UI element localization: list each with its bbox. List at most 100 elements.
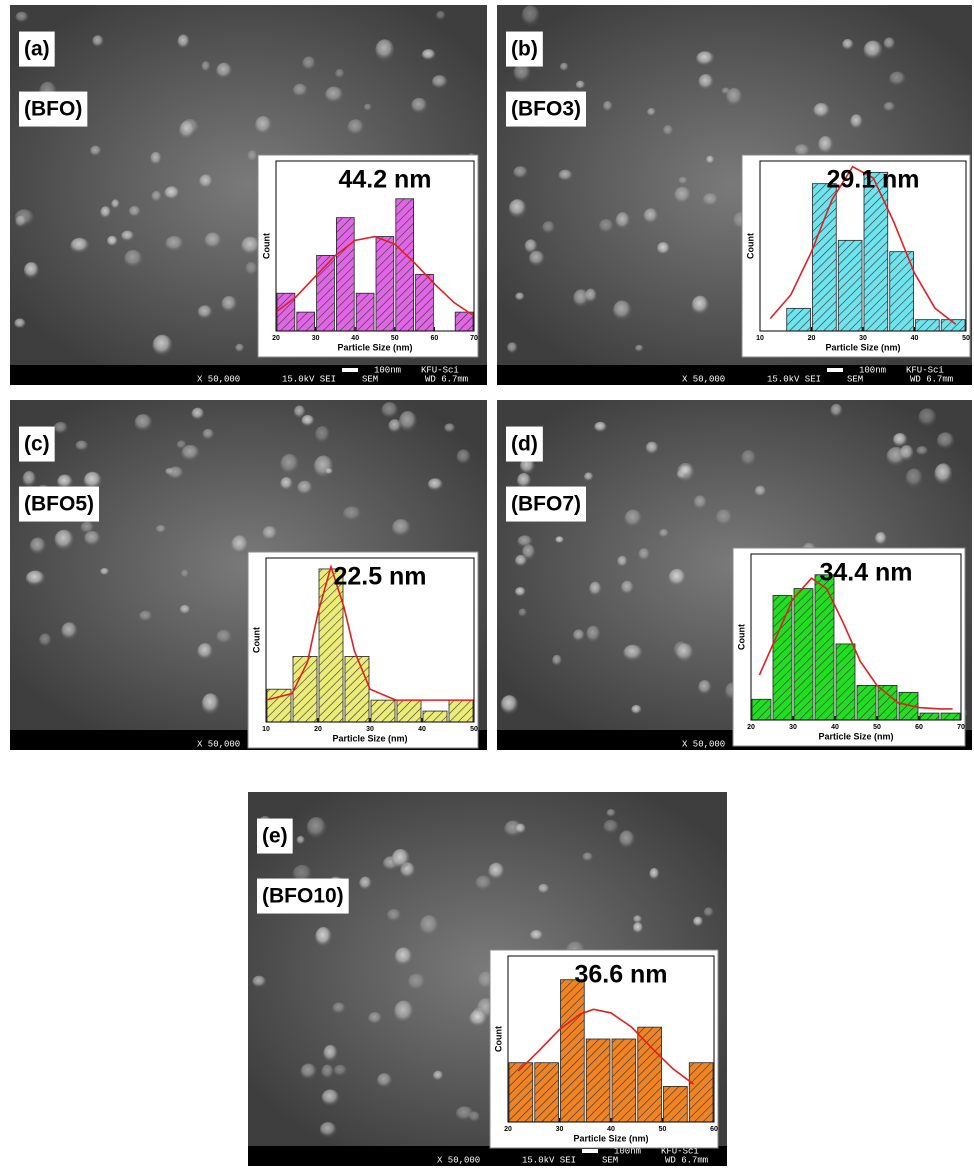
panel-label: (c) xyxy=(24,433,50,456)
bar xyxy=(455,312,473,331)
x-tick-label: 50 xyxy=(659,1126,667,1133)
x-axis-label: Particle Size (nm) xyxy=(818,731,893,741)
bar xyxy=(878,685,897,720)
x-tick-label: 30 xyxy=(366,726,374,733)
y-axis-label: Count xyxy=(745,233,755,259)
size-title: 36.6 nm xyxy=(574,961,667,989)
voltage: 15.0kV SEI xyxy=(767,374,821,384)
y-axis-label: Count xyxy=(493,1026,503,1052)
x-axis-label: Particle Size (nm) xyxy=(573,1133,648,1143)
bar xyxy=(836,644,855,720)
bar xyxy=(396,199,414,331)
panel-label: (b) xyxy=(511,38,538,61)
bar xyxy=(586,1039,610,1122)
bar xyxy=(916,320,940,331)
bar xyxy=(371,700,395,722)
size-title: 34.4 nm xyxy=(819,559,912,587)
bar xyxy=(638,1027,662,1122)
bar xyxy=(794,589,813,720)
x-tick-label: 40 xyxy=(831,724,839,731)
scale-bar xyxy=(582,1149,598,1153)
x-tick-label: 30 xyxy=(556,1126,564,1133)
bar xyxy=(561,980,585,1122)
working-distance: WD 6.7mm xyxy=(425,374,468,384)
x-tick-label: 30 xyxy=(312,335,320,342)
x-tick-label: 50 xyxy=(391,335,399,342)
bar xyxy=(612,1039,636,1122)
magnification: X 50,000 xyxy=(197,374,240,384)
magnification: X 50,000 xyxy=(437,1155,480,1165)
working-distance: WD 6.7mm xyxy=(910,374,953,384)
x-tick-label: 50 xyxy=(962,335,970,342)
x-tick-label: 60 xyxy=(915,724,923,731)
mode: SEM xyxy=(362,374,378,384)
x-axis-label: Particle Size (nm) xyxy=(332,733,407,743)
y-axis-label: Count xyxy=(261,233,271,259)
bar xyxy=(449,700,473,722)
x-tick-label: 40 xyxy=(911,335,919,342)
scale-bar xyxy=(827,368,843,372)
sample-label: (BFO5) xyxy=(24,493,94,516)
bar xyxy=(297,312,315,331)
bar xyxy=(509,1063,533,1122)
x-axis-label: Particle Size (nm) xyxy=(825,342,900,352)
x-tick-label: 60 xyxy=(710,1126,718,1133)
x-tick-label: 60 xyxy=(431,335,439,342)
magnification: X 50,000 xyxy=(197,739,240,749)
bar xyxy=(920,713,939,720)
size-title: 44.2 nm xyxy=(338,166,431,194)
bar xyxy=(345,656,369,722)
x-tick-label: 30 xyxy=(789,724,797,731)
bar xyxy=(336,218,354,331)
scale-bar xyxy=(342,368,358,372)
x-tick-label: 40 xyxy=(418,726,426,733)
bar xyxy=(356,293,374,331)
x-tick-label: 70 xyxy=(470,335,478,342)
working-distance: WD 6.7mm xyxy=(665,1155,708,1165)
x-tick-label: 50 xyxy=(873,724,881,731)
x-tick-label: 10 xyxy=(262,726,270,733)
bar xyxy=(397,700,421,722)
x-tick-label: 50 xyxy=(470,726,478,733)
bar xyxy=(535,1063,559,1122)
size-title: 22.5 nm xyxy=(333,563,426,591)
panel-label: (a) xyxy=(24,38,50,61)
bar xyxy=(857,685,876,720)
sample-label: (BFO) xyxy=(24,98,82,121)
bar xyxy=(689,1063,713,1122)
x-tick-label: 20 xyxy=(504,1126,512,1133)
bar xyxy=(813,184,837,331)
info-bar xyxy=(248,1146,727,1166)
x-tick-label: 10 xyxy=(756,335,764,342)
bar xyxy=(423,711,447,722)
magnification: X 50,000 xyxy=(682,739,725,749)
page: 100nmKFU-SciX 50,00015.0kV SEISEMWD 6.7m… xyxy=(0,0,974,1170)
panel-label: (d) xyxy=(511,433,538,456)
info-bar xyxy=(10,365,487,385)
bar xyxy=(838,240,862,331)
x-tick-label: 20 xyxy=(808,335,816,342)
info-bar xyxy=(497,365,972,385)
x-tick-label: 40 xyxy=(607,1126,615,1133)
voltage: 15.0kV SEI xyxy=(522,1155,576,1165)
y-axis-label: Count xyxy=(736,624,746,650)
sample-label: (BFO7) xyxy=(511,493,581,516)
sample-label: (BFO10) xyxy=(262,885,344,908)
panel-label: (e) xyxy=(262,825,288,848)
voltage: 15.0kV SEI xyxy=(282,374,336,384)
bar xyxy=(941,713,960,720)
mode: SEM xyxy=(847,374,863,384)
bar xyxy=(752,699,771,720)
bar xyxy=(864,172,888,331)
bar xyxy=(664,1086,688,1122)
x-tick-label: 30 xyxy=(859,335,867,342)
magnification: X 50,000 xyxy=(682,374,725,384)
mode: SEM xyxy=(602,1155,618,1165)
panel: 100nmKFU-SciX 50,00015.0kV SEISEMWD 6.7m… xyxy=(497,5,972,385)
figure: 100nmKFU-SciX 50,00015.0kV SEISEMWD 6.7m… xyxy=(0,0,974,1170)
x-axis-label: Particle Size (nm) xyxy=(337,342,412,352)
